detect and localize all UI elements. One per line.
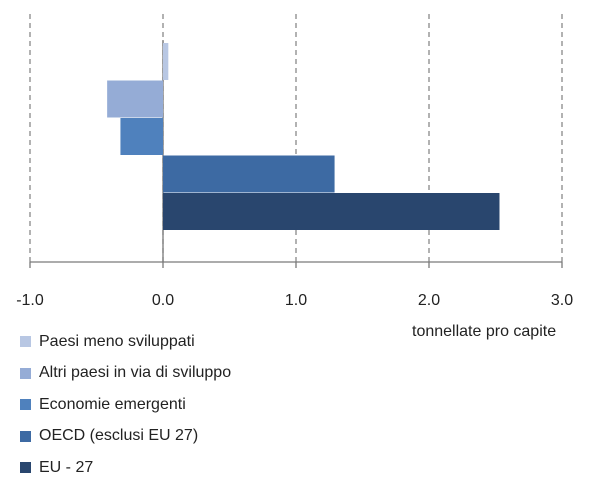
bar-0	[163, 43, 169, 80]
x-tick-label-2: 1.0	[285, 292, 307, 309]
bars	[107, 43, 500, 230]
legend-swatch-2	[20, 399, 31, 411]
legend-swatch-3	[20, 430, 31, 442]
chart: -1.0 0.0 1.0 2.0 3.0	[16, 14, 573, 309]
x-axis: -1.0 0.0 1.0 2.0 3.0	[16, 261, 573, 309]
legend-swatch-1	[20, 367, 31, 379]
legend-item-2: Economie emergenti	[20, 389, 231, 421]
bar-2	[120, 118, 163, 155]
legend: Paesi meno sviluppati Altri paesi in via …	[20, 326, 231, 484]
legend-label-0: Paesi meno sviluppati	[39, 332, 195, 350]
legend-item-1: Altri paesi in via di sviluppo	[20, 358, 231, 390]
legend-item-0: Paesi meno sviluppati	[20, 326, 231, 358]
x-tick-label-1: 0.0	[152, 292, 174, 309]
legend-label-2: Economie emergenti	[39, 395, 186, 413]
legend-label-1: Altri paesi in via di sviluppo	[39, 364, 232, 382]
bar-1	[107, 80, 163, 118]
x-axis-unit-label: tonnellate pro capite	[412, 323, 557, 340]
bar-4	[163, 193, 500, 230]
x-tick-label-3: 2.0	[418, 292, 440, 309]
legend-swatch-0	[20, 336, 31, 348]
x-tick-label-0: -1.0	[16, 292, 44, 309]
legend-label-3: OECD (esclusi EU 27)	[39, 427, 199, 445]
legend-item-3: OECD (esclusi EU 27)	[20, 421, 231, 453]
x-tick-label-4: 3.0	[551, 292, 573, 309]
bar-3	[163, 155, 335, 193]
